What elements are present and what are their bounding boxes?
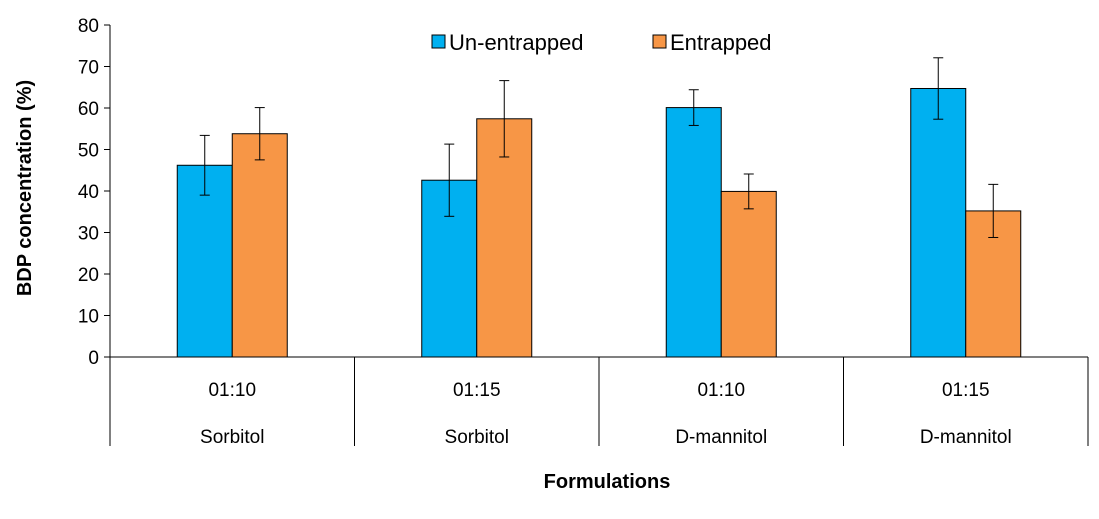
- y-axis-title: BDP concentration (%): [14, 80, 36, 296]
- bar-entrapped: [476, 118, 533, 358]
- bar-un-entrapped: [665, 107, 722, 358]
- bars: [176, 57, 1022, 358]
- y-tick-label: 50: [78, 141, 99, 162]
- category-group-label: D-mannitol: [920, 427, 1012, 448]
- category-group-label: D-mannitol: [675, 427, 767, 448]
- legend-swatch: [431, 34, 446, 49]
- y-axis: 0 10 20 30 40 50 60 70 80: [78, 16, 111, 369]
- y-tick-label: 20: [78, 265, 99, 286]
- y-tick-label: 40: [78, 182, 99, 203]
- y-tick-label: 10: [78, 307, 99, 328]
- category-ratio-label: 01:15: [453, 380, 501, 401]
- x-axis-title: Formulations: [544, 471, 671, 493]
- legend-swatch: [652, 34, 667, 49]
- legend: Un-entrapped Entrapped: [431, 30, 772, 55]
- bar-entrapped: [720, 190, 777, 358]
- category-ratio-label: 01:10: [208, 380, 256, 401]
- bar-entrapped: [231, 133, 288, 358]
- y-tick-label: 0: [88, 348, 99, 369]
- category-ratio-label: 01:15: [942, 380, 990, 401]
- legend-label: Entrapped: [670, 30, 772, 55]
- y-tick-label: 30: [78, 224, 99, 245]
- category-group-label: Sorbitol: [200, 427, 264, 448]
- x-axis: 01:10 Sorbitol 01:15 Sorbitol 01:10 D-mannito…: [109, 356, 1089, 448]
- y-tick-label: 70: [78, 58, 99, 79]
- category-group-label: Sorbitol: [445, 427, 509, 448]
- bar-un-entrapped: [176, 164, 233, 358]
- y-tick-label: 60: [78, 99, 99, 120]
- category-ratio-label: 01:10: [697, 380, 745, 401]
- bar-un-entrapped: [910, 87, 967, 358]
- y-tick-label: 80: [78, 16, 99, 37]
- legend-label: Un-entrapped: [449, 30, 584, 55]
